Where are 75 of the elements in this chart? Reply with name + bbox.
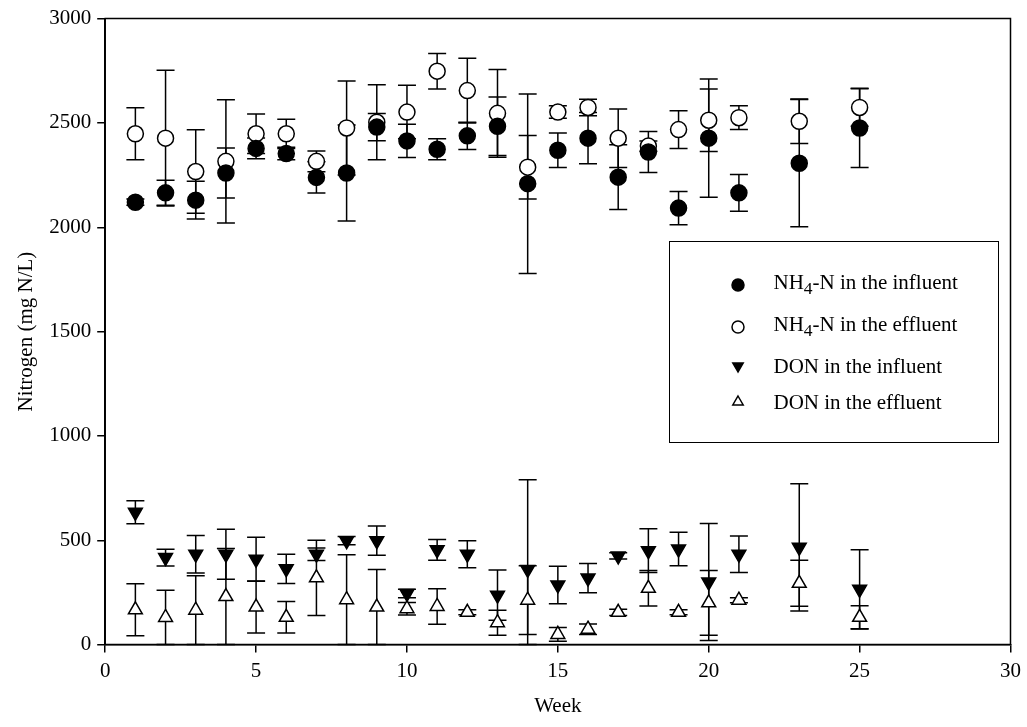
legend-label: NH$_{4}$-N in the influent [773,268,958,300]
y-tick-label: 500 [59,526,92,551]
point [458,127,477,145]
legend-label: DON in the effluent [773,388,942,416]
point [127,601,144,615]
y-tick-label: 2000 [49,213,92,238]
point [850,98,869,117]
point [398,132,416,150]
point [850,119,869,137]
point [186,191,205,209]
x-tick-label: 10 [396,657,418,682]
point [369,598,385,612]
point [337,164,356,182]
point [489,613,506,628]
point [278,608,294,623]
point [459,603,475,618]
point [610,603,626,618]
y-tick-label: 3000 [49,5,92,30]
point [669,199,688,217]
point [579,129,597,147]
point [248,598,264,612]
point [156,129,175,147]
y-tick-label: 0 [80,631,92,656]
point [699,111,718,129]
point [217,164,235,182]
point [277,125,296,143]
point [790,154,809,172]
x-tick-label: 5 [250,657,262,682]
point [518,158,537,176]
point [338,590,355,605]
point [640,579,657,594]
x-tick-label: 25 [849,657,871,682]
point [730,184,748,202]
point [609,129,627,147]
point [791,574,807,588]
y-tick-label: 1500 [49,318,92,343]
point [488,117,507,136]
point [368,118,386,136]
point [218,587,234,602]
point [429,597,445,612]
point [157,608,174,623]
point [790,112,809,131]
point [731,591,747,605]
point [247,125,265,143]
point [308,569,325,583]
y-tick-label: 1000 [49,422,92,447]
point [518,174,537,193]
point [188,601,204,615]
point [126,193,145,211]
point [670,603,687,618]
legend-label: DON in the influent [773,352,943,380]
point [337,119,356,137]
y-axis-title: Nitrogen (mg N/L) [13,251,38,412]
point [609,168,627,186]
x-tick-label: 15 [547,657,569,682]
point [851,608,868,623]
point [126,125,145,143]
point [156,184,175,202]
point [458,81,477,100]
point [428,62,446,80]
x-tick-label: 30 [1000,657,1021,682]
point [520,591,536,605]
point [701,594,717,608]
point [398,103,416,121]
point [639,143,658,161]
x-tick-label: 20 [698,657,720,682]
point [549,141,567,160]
legend-label: NH$_{4}$-N in the effluent [773,310,958,342]
point [669,120,688,139]
point [699,129,718,147]
x-axis-title: Week [534,692,582,717]
x-tick-label: 0 [99,657,111,682]
point [307,168,326,187]
point [186,162,205,181]
y-tick-label: 2500 [49,109,92,134]
